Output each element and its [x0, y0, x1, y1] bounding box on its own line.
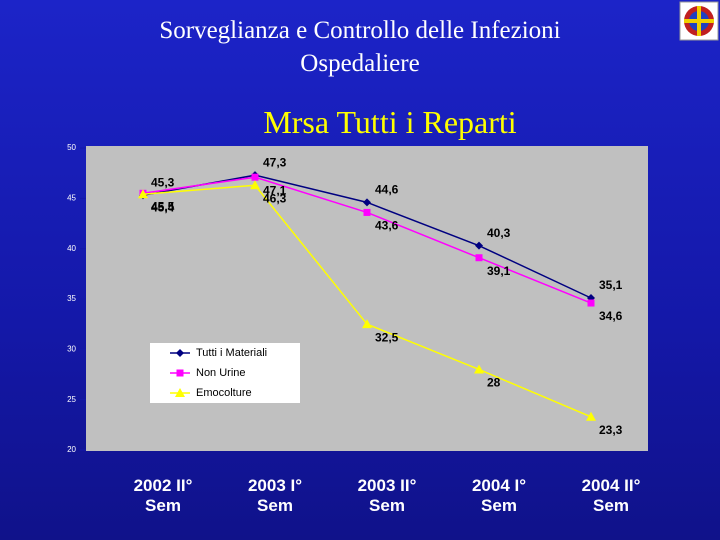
x-tick-label: 2003 II° Sem — [357, 476, 417, 515]
legend-label: Tutti i Materiali — [196, 347, 267, 359]
legend-marker — [176, 349, 184, 357]
value-label: 23,3 — [599, 423, 623, 437]
value-label: 45,5 — [151, 199, 175, 213]
data-point — [138, 189, 148, 199]
data-point — [587, 299, 595, 307]
value-label: 40,3 — [487, 226, 511, 240]
y-tick-label: 25 — [67, 395, 76, 404]
data-point — [362, 319, 372, 329]
y-tick-label: 35 — [67, 294, 76, 303]
value-label: 44,6 — [375, 183, 399, 197]
value-label: 46,3 — [263, 191, 287, 205]
x-tick-label: 2003 I° Sem — [247, 476, 303, 515]
y-tick-label: 40 — [67, 244, 76, 253]
value-label: 35,1 — [599, 278, 623, 292]
value-label: 43,6 — [375, 219, 399, 233]
x-tick-label: 2004 I° Sem — [471, 476, 527, 515]
logo — [679, 1, 719, 41]
y-tick-label: 20 — [67, 445, 76, 454]
value-label: 34,6 — [599, 309, 623, 323]
data-point — [586, 411, 596, 421]
legend-label: Emocolture — [196, 387, 252, 399]
value-label: 47,3 — [263, 155, 287, 169]
value-label: 39,1 — [487, 264, 511, 278]
data-point — [250, 180, 260, 190]
slide-title: Sorveglianza e Controllo delle Infezioni… — [159, 17, 561, 77]
x-tick-label: 2004 II° Sem — [581, 476, 641, 515]
data-point — [363, 208, 371, 216]
legend-marker — [176, 369, 184, 377]
y-tick-label: 30 — [67, 344, 76, 353]
value-label: 47,1 — [263, 183, 287, 197]
value-label: 45,4 — [151, 200, 175, 214]
chart-title: Mrsa Tutti i Reparti — [263, 104, 517, 140]
data-point — [363, 198, 371, 207]
data-point — [475, 254, 483, 262]
value-label: 45,3 — [151, 175, 175, 189]
data-point — [474, 364, 484, 374]
x-tick-label: 2002 II° Sem — [133, 476, 193, 515]
y-tick-label: 45 — [67, 193, 76, 202]
value-label: 28 — [487, 376, 501, 390]
data-point — [251, 173, 259, 181]
y-tick-label: 50 — [67, 143, 76, 152]
data-point — [475, 241, 483, 250]
legend-marker — [175, 388, 185, 397]
legend-label: Non Urine — [196, 367, 246, 379]
value-label: 32,5 — [375, 330, 399, 344]
